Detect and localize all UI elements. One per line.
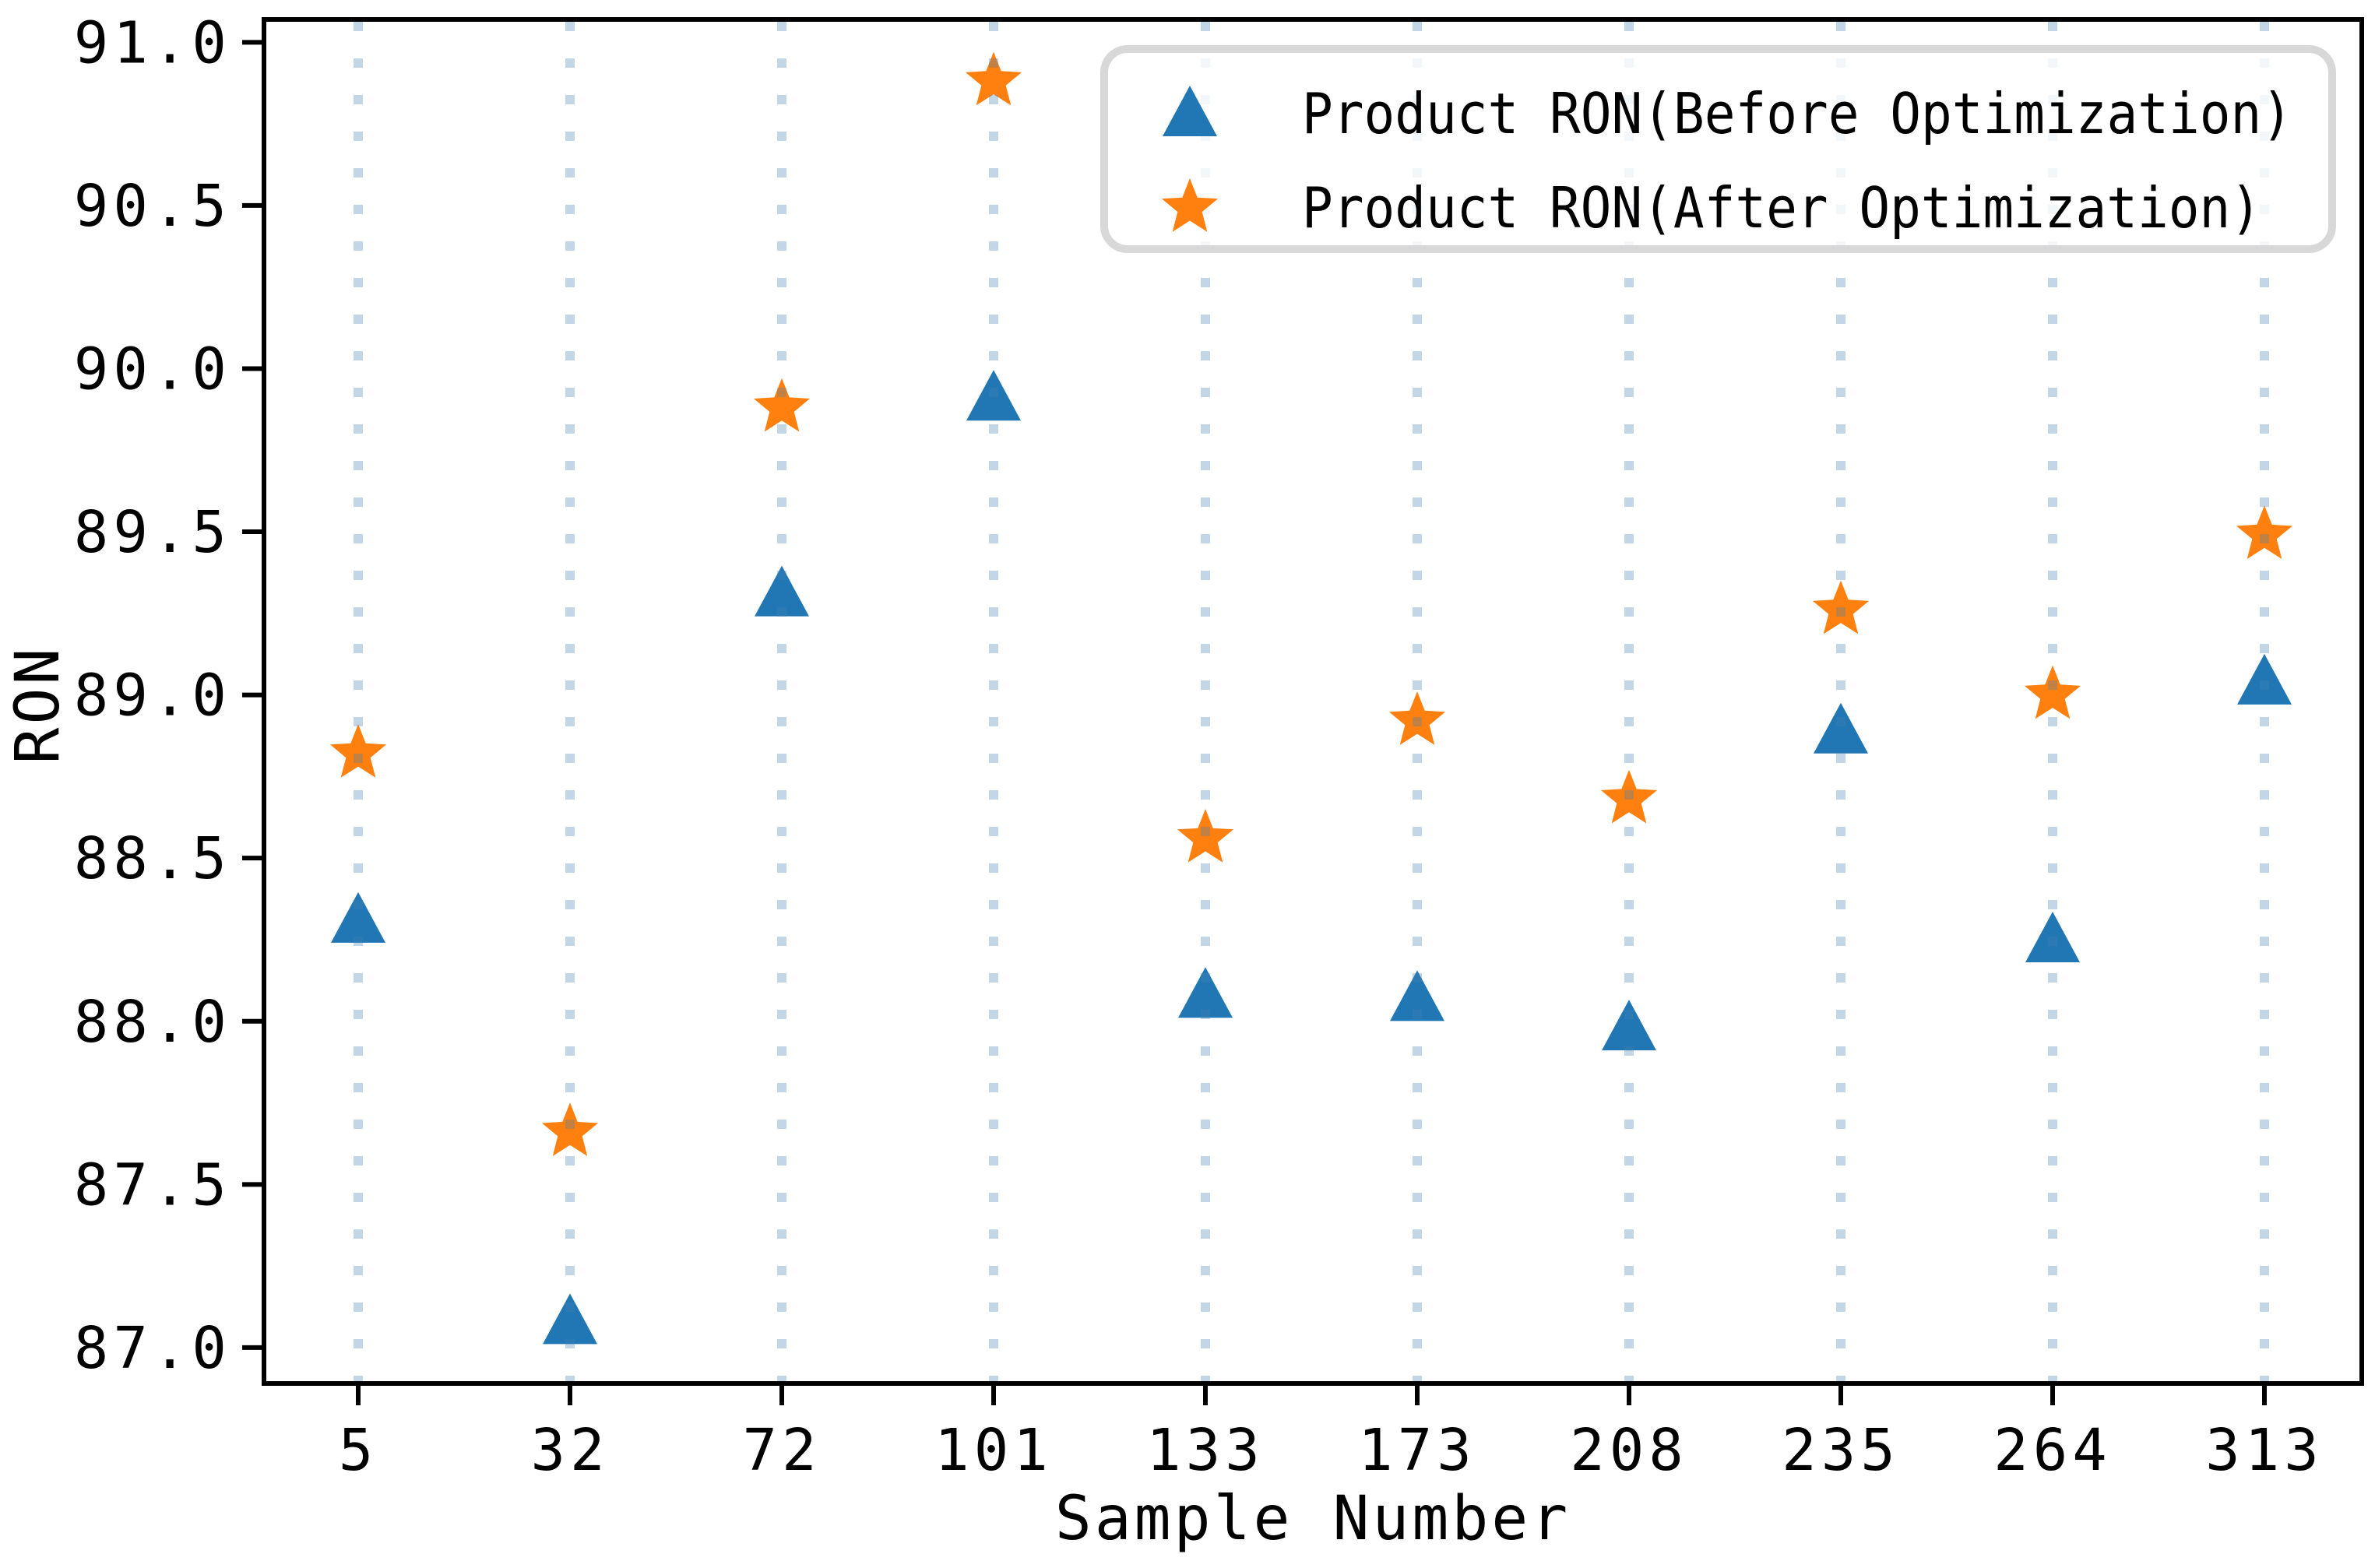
after-marker-101: [965, 51, 1022, 106]
x-tick-label-264: 264: [1993, 1417, 2112, 1484]
before-marker-5: [331, 891, 385, 943]
after-marker-32: [541, 1102, 599, 1156]
after-marker-173: [1388, 691, 1446, 745]
legend-label-after: Product RON(After Optimization): [1302, 175, 2261, 241]
x-tick-label-5: 5: [339, 1417, 378, 1484]
x-tick-label-208: 208: [1570, 1417, 1688, 1484]
y-tick-label-91.0: 91.0: [74, 9, 231, 76]
x-tick-label-235: 235: [1782, 1417, 1900, 1484]
legend-after-star-icon: [1161, 178, 1219, 232]
before-marker-133: [1178, 967, 1233, 1018]
after-marker-72: [753, 378, 811, 432]
after-marker-133: [1177, 809, 1234, 863]
before-marker-313: [2237, 653, 2292, 705]
before-marker-32: [543, 1293, 597, 1345]
x-axis-title: Sample Number: [1055, 1484, 1571, 1554]
before-marker-173: [1390, 970, 1444, 1021]
x-tick-label-101: 101: [934, 1417, 1053, 1484]
legend-before-triangle-icon: [1163, 86, 1217, 136]
x-axis-ticks: 5 32 72 101 133 173 208 235 264 313: [339, 1383, 2324, 1484]
y-axis-title: RON: [3, 645, 73, 765]
y-axis-ticks: 87.0 87.5 88.0 88.5 89.0 89.5 90.0 90.5 91.0: [74, 9, 264, 1382]
before-marker-72: [755, 565, 809, 617]
y-tick-label-90.5: 90.5: [74, 173, 231, 240]
y-tick-label-90.0: 90.0: [74, 336, 231, 403]
before-marker-101: [966, 370, 1021, 421]
x-tick-label-133: 133: [1146, 1417, 1265, 1484]
y-tick-label-89.0: 89.0: [74, 663, 231, 730]
plot-frame: [262, 17, 2364, 1386]
before-marker-208: [1602, 1000, 1656, 1051]
y-tick-label-87.0: 87.0: [74, 1315, 231, 1382]
after-marker-5: [329, 724, 387, 778]
after-marker-313: [2236, 505, 2293, 559]
y-tick-label-87.5: 87.5: [74, 1151, 231, 1218]
series-after-markers: [329, 51, 2293, 1156]
before-marker-235: [1814, 702, 1868, 754]
x-tick-label-173: 173: [1358, 1417, 1476, 1484]
legend: Product RON(Before Optimization) Product…: [1100, 45, 2336, 253]
x-tick-label-72: 72: [742, 1417, 821, 1484]
y-tick-label-89.5: 89.5: [74, 499, 231, 566]
legend-label-before: Product RON(Before Optimization): [1302, 81, 2292, 146]
series-before-markers: [331, 370, 2292, 1345]
after-marker-235: [1812, 580, 1870, 635]
x-tick-label-313: 313: [2205, 1417, 2324, 1484]
before-marker-264: [2025, 911, 2080, 962]
legend-box: [1100, 45, 2336, 253]
after-marker-264: [2024, 665, 2081, 719]
y-tick-label-88.0: 88.0: [74, 989, 231, 1056]
x-tick-label-32: 32: [530, 1417, 609, 1484]
y-tick-label-88.5: 88.5: [74, 825, 231, 892]
after-marker-208: [1600, 769, 1658, 824]
